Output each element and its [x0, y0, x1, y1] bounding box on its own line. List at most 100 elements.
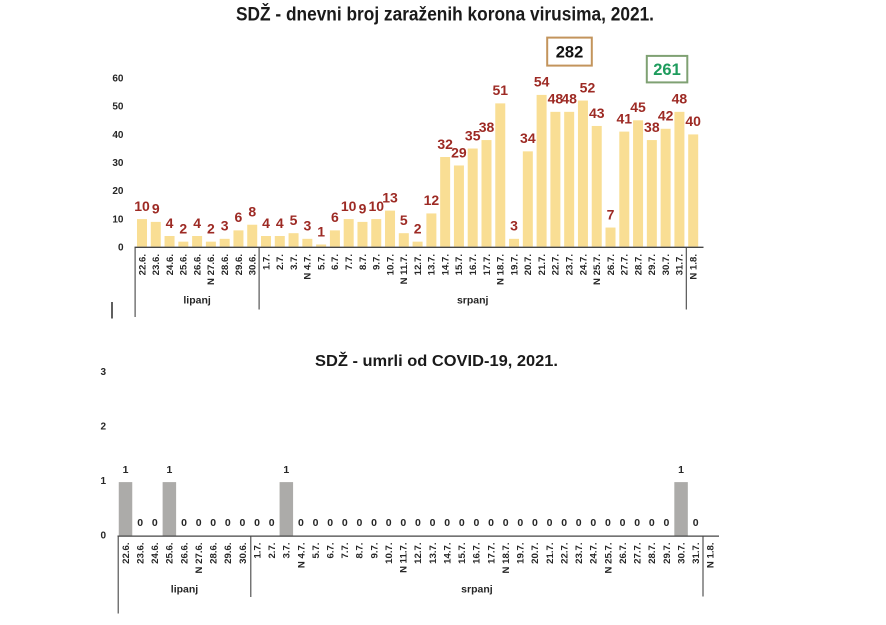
svg-text:16.7.: 16.7. — [468, 254, 479, 275]
svg-text:29.6.: 29.6. — [223, 543, 234, 564]
svg-text:10: 10 — [134, 198, 150, 214]
svg-text:2: 2 — [207, 220, 215, 236]
svg-text:22.6.: 22.6. — [121, 543, 132, 564]
svg-text:4: 4 — [276, 215, 284, 231]
svg-text:23.6.: 23.6. — [135, 543, 146, 564]
svg-text:10: 10 — [368, 198, 384, 214]
svg-text:0: 0 — [444, 517, 450, 529]
svg-text:9: 9 — [152, 201, 160, 217]
svg-text:6.7.: 6.7. — [330, 254, 341, 270]
svg-text:43: 43 — [589, 105, 605, 121]
svg-text:0: 0 — [488, 517, 494, 529]
svg-text:22.6.: 22.6. — [137, 254, 148, 275]
svg-text:23.6.: 23.6. — [151, 254, 162, 275]
svg-text:0: 0 — [210, 517, 216, 529]
svg-text:52: 52 — [580, 79, 596, 95]
svg-text:13.7.: 13.7. — [427, 254, 438, 275]
svg-text:30.6.: 30.6. — [238, 543, 249, 564]
svg-text:N 27.6.: N 27.6. — [206, 254, 217, 285]
svg-text:48: 48 — [561, 91, 577, 107]
svg-text:2: 2 — [179, 220, 187, 236]
svg-text:21.7.: 21.7. — [545, 543, 556, 564]
svg-text:0: 0 — [240, 517, 246, 529]
svg-text:1: 1 — [283, 464, 289, 476]
svg-text:31.7.: 31.7. — [691, 543, 702, 564]
svg-text:2: 2 — [100, 422, 106, 433]
svg-text:26.6.: 26.6. — [179, 543, 190, 564]
svg-text:34: 34 — [520, 130, 536, 146]
svg-text:51: 51 — [492, 82, 508, 98]
svg-text:38: 38 — [644, 119, 660, 135]
svg-text:261: 261 — [653, 61, 681, 79]
svg-text:5.7.: 5.7. — [311, 543, 322, 559]
svg-text:17.7.: 17.7. — [486, 543, 497, 564]
svg-text:30.6.: 30.6. — [248, 254, 259, 275]
svg-text:48: 48 — [548, 91, 564, 107]
svg-text:9: 9 — [359, 201, 367, 217]
svg-text:29: 29 — [451, 144, 467, 160]
svg-text:1: 1 — [166, 464, 172, 476]
svg-text:16.7.: 16.7. — [472, 543, 483, 564]
svg-text:0: 0 — [517, 517, 523, 529]
svg-text:20: 20 — [112, 186, 124, 197]
svg-text:40: 40 — [112, 130, 124, 141]
svg-text:lipanj: lipanj — [171, 583, 199, 595]
svg-text:20.7.: 20.7. — [523, 254, 534, 275]
svg-text:0: 0 — [357, 517, 363, 529]
svg-text:41: 41 — [617, 110, 633, 126]
svg-text:13.7.: 13.7. — [428, 543, 439, 564]
svg-text:0: 0 — [634, 517, 640, 529]
svg-text:0: 0 — [664, 517, 670, 529]
svg-text:12.7.: 12.7. — [413, 254, 424, 275]
svg-text:5.7.: 5.7. — [316, 254, 327, 270]
svg-text:35: 35 — [465, 127, 481, 143]
svg-text:0: 0 — [181, 517, 187, 529]
svg-text:N 25.7.: N 25.7. — [603, 543, 614, 574]
svg-text:0: 0 — [342, 517, 348, 529]
svg-text:0: 0 — [590, 517, 596, 529]
svg-text:3.7.: 3.7. — [289, 254, 300, 270]
svg-text:0: 0 — [327, 517, 333, 529]
svg-text:23.7.: 23.7. — [574, 543, 585, 564]
svg-text:0: 0 — [693, 517, 699, 529]
svg-text:SDŽ - umrli od COVID-19, 2021.: SDŽ - umrli od COVID-19, 2021. — [315, 352, 558, 370]
svg-text:7.7.: 7.7. — [344, 254, 355, 270]
svg-text:31.7.: 31.7. — [675, 254, 686, 275]
svg-text:N 1.8.: N 1.8. — [706, 543, 717, 569]
svg-text:29.6.: 29.6. — [234, 254, 245, 275]
svg-text:10: 10 — [112, 214, 124, 225]
svg-text:3.7.: 3.7. — [282, 543, 293, 559]
svg-text:25.6.: 25.6. — [179, 254, 190, 275]
svg-text:3: 3 — [303, 218, 311, 234]
svg-text:N 11.7.: N 11.7. — [399, 254, 410, 284]
svg-text:10: 10 — [341, 198, 357, 214]
svg-text:N 18.7.: N 18.7. — [501, 543, 512, 574]
svg-text:20.7.: 20.7. — [530, 543, 541, 564]
svg-text:0: 0 — [371, 517, 377, 529]
svg-text:0: 0 — [532, 517, 538, 529]
svg-text:26.7.: 26.7. — [618, 543, 629, 564]
svg-text:19.7.: 19.7. — [516, 543, 527, 564]
svg-text:3: 3 — [221, 218, 229, 234]
svg-text:10.7.: 10.7. — [384, 543, 395, 564]
svg-text:3: 3 — [100, 367, 106, 378]
svg-text:0: 0 — [137, 517, 143, 529]
svg-text:10.7.: 10.7. — [385, 254, 396, 275]
svg-text:0: 0 — [269, 517, 275, 529]
svg-text:1: 1 — [317, 223, 325, 239]
svg-text:26.7.: 26.7. — [606, 254, 617, 275]
svg-text:0: 0 — [196, 517, 202, 529]
svg-text:SDŽ - dnevni broj zaraženih ko: SDŽ - dnevni broj zaraženih korona virus… — [236, 4, 654, 26]
svg-text:38: 38 — [479, 119, 495, 135]
svg-text:22.7.: 22.7. — [551, 254, 562, 275]
svg-text:N 27.6.: N 27.6. — [194, 543, 205, 574]
svg-text:0: 0 — [561, 517, 567, 529]
svg-text:7.7.: 7.7. — [340, 543, 351, 559]
svg-text:2.7.: 2.7. — [267, 543, 278, 559]
svg-text:60: 60 — [112, 74, 124, 85]
svg-text:8: 8 — [248, 204, 256, 220]
svg-text:0: 0 — [386, 517, 392, 529]
svg-text:0: 0 — [225, 517, 231, 529]
svg-text:srpanj: srpanj — [457, 295, 489, 307]
svg-text:0: 0 — [620, 517, 626, 529]
